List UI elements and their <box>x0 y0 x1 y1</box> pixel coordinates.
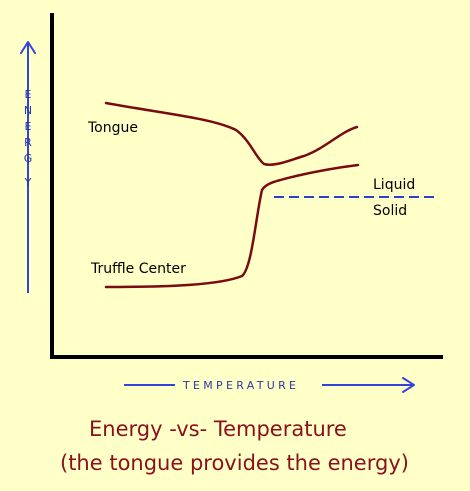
energy-letter-g: G <box>24 152 33 165</box>
energy-letter-n: N <box>24 104 32 117</box>
tongue-curve <box>104 101 359 166</box>
temperature-axis-label: TEMPERATURE <box>182 379 299 392</box>
solid-label: Solid <box>373 203 407 219</box>
temperature-axis-arrow <box>124 377 415 393</box>
energy-axis-label: E N E R G Y <box>24 88 33 189</box>
diagram-caption-title: Energy -vs- Temperature <box>89 417 347 441</box>
plot-axes <box>50 13 443 359</box>
energy-letter-e2: E <box>25 120 32 133</box>
liquid-label: Liquid <box>373 177 415 193</box>
energy-temperature-diagram: E N E R G Y TEMPERATURE Tongue Truffle C… <box>20 13 443 393</box>
energy-letter-e1: E <box>25 88 32 101</box>
tongue-label: Tongue <box>87 120 138 136</box>
energy-letter-y: Y <box>24 176 32 189</box>
truffle-center-label: Truffle Center <box>90 261 186 277</box>
truffle-center-curve <box>104 163 360 289</box>
energy-axis-arrow <box>20 41 36 293</box>
energy-letter-r: R <box>24 136 32 149</box>
diagram-caption-subtitle: (the tongue provides the energy) <box>60 451 409 475</box>
